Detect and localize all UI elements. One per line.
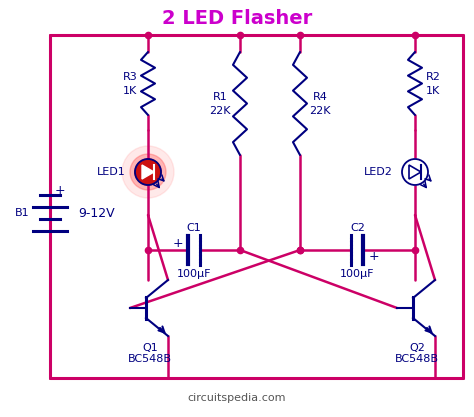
Text: 100μF: 100μF (340, 269, 375, 279)
Text: 22K: 22K (209, 106, 231, 116)
Text: LED1: LED1 (97, 167, 126, 177)
Text: BC548B: BC548B (395, 354, 439, 364)
Text: R2: R2 (426, 71, 440, 81)
Text: +: + (368, 251, 379, 264)
Circle shape (130, 154, 166, 190)
Circle shape (135, 159, 161, 185)
Text: 9-12V: 9-12V (78, 206, 115, 219)
Text: LED2: LED2 (364, 167, 393, 177)
Text: +: + (173, 236, 183, 249)
Text: Q1: Q1 (142, 343, 158, 353)
Text: C2: C2 (350, 223, 365, 233)
Text: R1: R1 (213, 91, 228, 101)
Polygon shape (142, 165, 154, 179)
Text: 1K: 1K (123, 85, 137, 95)
Text: 100μF: 100μF (177, 269, 211, 279)
Text: 2 LED Flasher: 2 LED Flasher (162, 8, 312, 28)
Text: circuitspedia.com: circuitspedia.com (188, 393, 286, 403)
Text: R4: R4 (312, 91, 328, 101)
Text: BC548B: BC548B (128, 354, 172, 364)
Text: +: + (55, 183, 65, 196)
Text: 22K: 22K (309, 106, 331, 116)
Text: C1: C1 (187, 223, 201, 233)
Text: B1: B1 (15, 208, 29, 218)
Circle shape (122, 146, 174, 198)
Text: 1K: 1K (426, 85, 440, 95)
Text: Q2: Q2 (409, 343, 425, 353)
Circle shape (402, 159, 428, 185)
Circle shape (137, 161, 159, 183)
Text: R3: R3 (123, 71, 137, 81)
